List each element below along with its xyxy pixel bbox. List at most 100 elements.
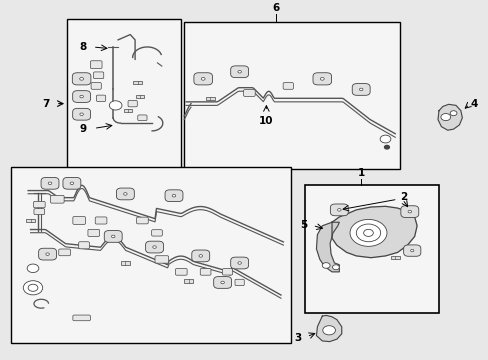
Circle shape xyxy=(109,101,122,110)
FancyBboxPatch shape xyxy=(104,230,122,242)
Circle shape xyxy=(363,229,372,237)
Bar xyxy=(120,261,130,265)
Polygon shape xyxy=(316,315,341,342)
Text: 1: 1 xyxy=(357,168,364,178)
Circle shape xyxy=(322,326,335,335)
Circle shape xyxy=(28,284,38,291)
Text: 6: 6 xyxy=(272,3,279,13)
Text: 7: 7 xyxy=(42,99,50,109)
FancyBboxPatch shape xyxy=(400,206,418,217)
Bar xyxy=(123,109,131,112)
Bar xyxy=(136,95,143,98)
FancyBboxPatch shape xyxy=(73,217,85,224)
Circle shape xyxy=(449,111,456,116)
FancyBboxPatch shape xyxy=(59,249,70,256)
Circle shape xyxy=(80,95,83,98)
FancyBboxPatch shape xyxy=(63,177,81,189)
Circle shape xyxy=(48,182,52,185)
Circle shape xyxy=(80,113,83,116)
FancyBboxPatch shape xyxy=(138,115,147,121)
Circle shape xyxy=(407,210,411,213)
Circle shape xyxy=(80,77,83,80)
FancyBboxPatch shape xyxy=(243,90,255,96)
Circle shape xyxy=(440,113,450,121)
Polygon shape xyxy=(316,222,339,272)
Circle shape xyxy=(199,255,202,257)
Circle shape xyxy=(356,224,380,242)
Text: 3: 3 xyxy=(294,333,301,343)
Circle shape xyxy=(332,265,339,270)
Bar xyxy=(183,22,399,169)
Circle shape xyxy=(111,235,115,238)
Bar xyxy=(133,81,142,84)
Circle shape xyxy=(410,249,413,252)
FancyBboxPatch shape xyxy=(351,84,369,95)
FancyBboxPatch shape xyxy=(95,217,107,224)
Circle shape xyxy=(237,71,241,73)
FancyBboxPatch shape xyxy=(145,241,163,253)
FancyBboxPatch shape xyxy=(93,72,103,78)
Bar xyxy=(11,167,290,343)
Text: 10: 10 xyxy=(259,116,273,126)
FancyBboxPatch shape xyxy=(41,177,59,189)
FancyBboxPatch shape xyxy=(79,242,89,249)
Circle shape xyxy=(152,246,156,248)
Circle shape xyxy=(320,77,324,80)
FancyBboxPatch shape xyxy=(91,82,101,89)
FancyBboxPatch shape xyxy=(330,204,347,216)
Circle shape xyxy=(172,194,175,197)
FancyBboxPatch shape xyxy=(34,209,44,215)
Circle shape xyxy=(123,193,127,195)
Circle shape xyxy=(201,77,204,80)
Bar xyxy=(205,96,214,100)
Circle shape xyxy=(322,263,329,268)
Bar xyxy=(305,185,438,312)
FancyBboxPatch shape xyxy=(72,73,91,85)
Circle shape xyxy=(349,220,386,246)
Text: 9: 9 xyxy=(79,124,86,134)
Bar xyxy=(390,256,399,260)
Circle shape xyxy=(27,264,39,273)
FancyBboxPatch shape xyxy=(193,73,212,85)
FancyBboxPatch shape xyxy=(191,250,209,262)
Bar xyxy=(67,19,181,175)
Bar xyxy=(26,219,35,222)
FancyBboxPatch shape xyxy=(235,279,244,285)
Polygon shape xyxy=(331,206,416,258)
FancyBboxPatch shape xyxy=(165,190,183,202)
FancyBboxPatch shape xyxy=(90,61,102,68)
Circle shape xyxy=(237,262,241,264)
FancyBboxPatch shape xyxy=(128,100,137,107)
Circle shape xyxy=(379,135,390,143)
Circle shape xyxy=(46,253,49,255)
Circle shape xyxy=(221,281,224,284)
Bar xyxy=(183,279,193,283)
FancyBboxPatch shape xyxy=(151,230,162,236)
FancyBboxPatch shape xyxy=(136,217,148,224)
Text: 4: 4 xyxy=(469,99,477,109)
FancyBboxPatch shape xyxy=(230,66,248,78)
Text: 2: 2 xyxy=(399,193,407,202)
Circle shape xyxy=(23,281,42,295)
FancyBboxPatch shape xyxy=(73,91,90,102)
FancyBboxPatch shape xyxy=(283,82,293,89)
FancyBboxPatch shape xyxy=(88,229,100,237)
FancyBboxPatch shape xyxy=(39,248,57,260)
FancyBboxPatch shape xyxy=(312,73,331,85)
FancyBboxPatch shape xyxy=(50,195,64,203)
FancyBboxPatch shape xyxy=(155,256,168,263)
Circle shape xyxy=(70,182,74,185)
FancyBboxPatch shape xyxy=(200,269,210,275)
FancyBboxPatch shape xyxy=(222,269,232,275)
FancyBboxPatch shape xyxy=(73,108,90,120)
FancyBboxPatch shape xyxy=(403,245,420,256)
FancyBboxPatch shape xyxy=(175,269,187,275)
Text: 8: 8 xyxy=(79,42,86,52)
Polygon shape xyxy=(437,104,461,130)
FancyBboxPatch shape xyxy=(230,257,248,269)
FancyBboxPatch shape xyxy=(73,315,90,321)
FancyBboxPatch shape xyxy=(116,188,134,200)
FancyBboxPatch shape xyxy=(213,276,231,288)
Text: 5: 5 xyxy=(300,220,307,230)
Circle shape xyxy=(384,145,388,149)
